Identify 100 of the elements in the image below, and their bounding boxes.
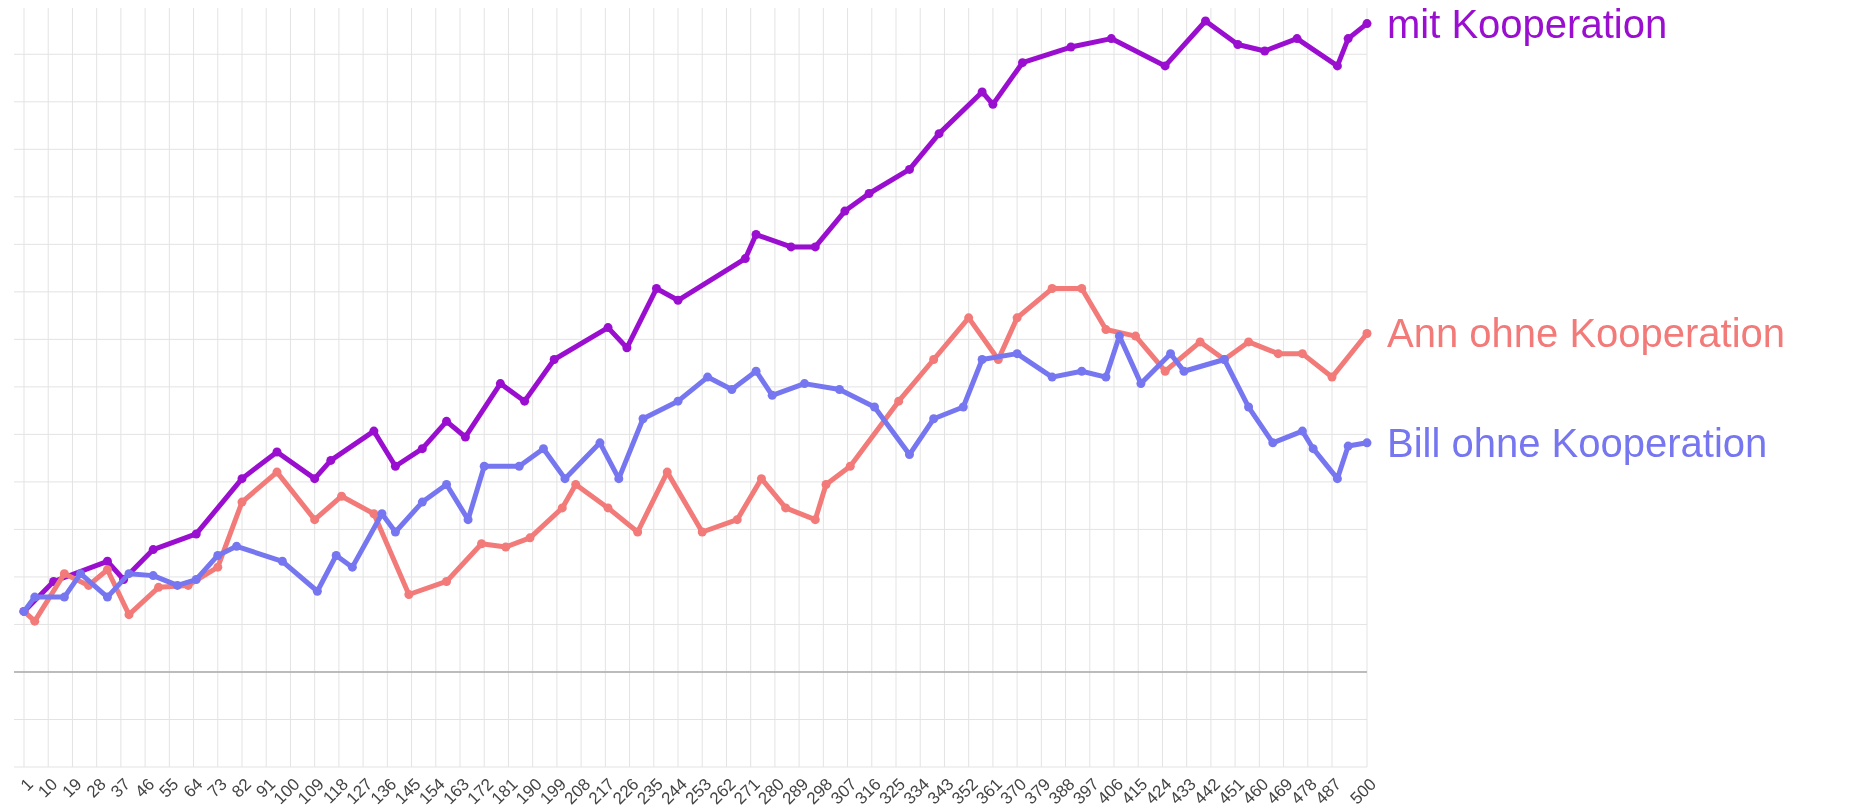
point: [673, 396, 683, 406]
point: [237, 497, 247, 507]
point: [929, 355, 939, 365]
point: [622, 343, 632, 353]
point: [560, 474, 570, 484]
point: [390, 461, 400, 471]
point: [571, 479, 581, 489]
point: [326, 455, 336, 465]
series-label: mit Kooperation: [1387, 1, 1668, 46]
point: [1047, 284, 1057, 294]
point: [1012, 349, 1022, 359]
point: [703, 372, 713, 382]
point: [638, 414, 648, 424]
point: [786, 242, 796, 252]
point: [840, 206, 850, 216]
point: [404, 590, 414, 599]
point: [331, 550, 341, 560]
point: [603, 503, 613, 513]
point: [697, 527, 707, 537]
point: [1131, 331, 1141, 341]
point: [1362, 19, 1372, 29]
point: [525, 533, 535, 543]
point: [463, 515, 473, 525]
point: [191, 575, 201, 585]
point: [277, 556, 287, 566]
point: [59, 592, 69, 602]
point: [102, 592, 112, 602]
point: [557, 503, 567, 513]
point: [417, 497, 427, 507]
point: [1244, 402, 1254, 412]
point: [767, 390, 777, 400]
point: [1047, 372, 1057, 382]
point: [1332, 61, 1342, 71]
point: [495, 379, 505, 389]
point: [148, 571, 158, 581]
point: [869, 402, 879, 412]
point: [1268, 438, 1278, 448]
point: [1077, 284, 1087, 294]
point: [213, 562, 223, 572]
point: [1101, 325, 1111, 335]
point: [1233, 39, 1243, 49]
point: [834, 384, 844, 394]
point: [442, 576, 452, 586]
series-label: Bill ohne Kooperation: [1387, 420, 1768, 465]
point: [1297, 349, 1307, 359]
point: [272, 467, 282, 477]
point: [810, 242, 820, 252]
point: [1179, 366, 1189, 376]
point: [894, 396, 904, 406]
point: [1273, 349, 1283, 359]
point: [988, 99, 998, 109]
point: [977, 87, 987, 97]
point: [1077, 366, 1087, 376]
point: [312, 586, 322, 596]
point: [1292, 34, 1302, 44]
point: [369, 509, 379, 519]
point: [310, 474, 320, 484]
point: [1244, 337, 1254, 347]
point: [1362, 328, 1372, 338]
point: [30, 616, 40, 626]
x-tick-label: 73: [204, 774, 231, 802]
point: [310, 515, 320, 525]
point: [102, 565, 112, 575]
point: [651, 284, 661, 294]
point: [549, 355, 559, 365]
point: [1106, 34, 1116, 44]
point: [1018, 58, 1027, 68]
point: [1160, 366, 1170, 376]
point: [520, 396, 530, 406]
point: [1343, 441, 1353, 451]
point: [732, 515, 742, 525]
point: [595, 438, 605, 448]
point: [501, 542, 511, 552]
point: [958, 402, 968, 412]
point: [1343, 34, 1353, 44]
point: [845, 461, 855, 471]
point: [1327, 372, 1337, 382]
point: [751, 366, 761, 376]
point: [751, 230, 761, 240]
point: [633, 527, 643, 537]
point: [603, 323, 613, 333]
point: [1160, 61, 1170, 71]
point: [1260, 46, 1270, 56]
point: [800, 379, 809, 389]
series-label: Ann ohne Kooperation: [1387, 311, 1786, 356]
point: [59, 569, 69, 579]
point: [124, 610, 134, 620]
point: [1297, 426, 1307, 436]
point: [124, 569, 134, 579]
point: [213, 550, 223, 560]
point: [477, 539, 487, 549]
point: [417, 444, 427, 454]
point: [347, 562, 357, 572]
point: [929, 414, 939, 424]
x-tick-label: 37: [107, 774, 134, 802]
point: [756, 474, 766, 484]
x-tick-label: 82: [228, 774, 256, 802]
point: [934, 129, 944, 139]
point: [148, 545, 158, 555]
point: [514, 461, 524, 471]
